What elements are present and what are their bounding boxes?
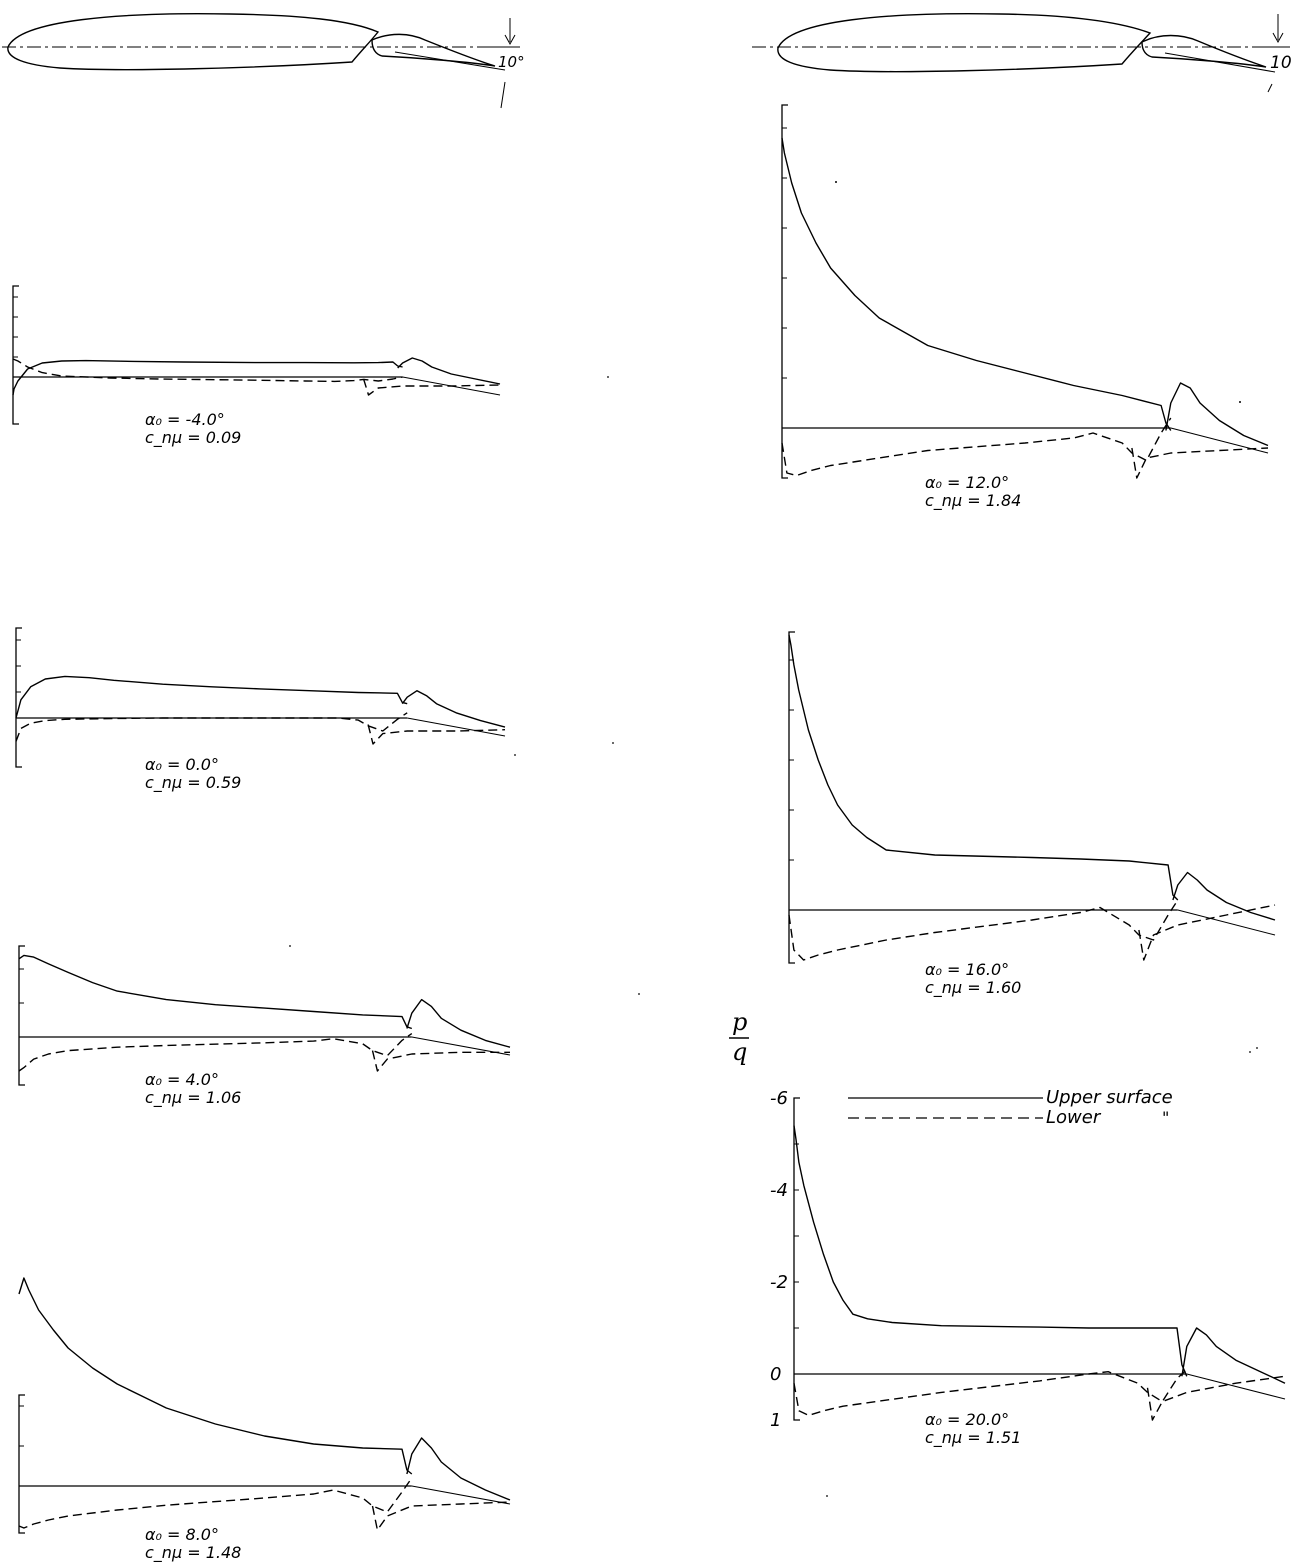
y-axis [18,1394,25,1534]
lower-surface-curve-2 [18,1033,413,1072]
y-axis [793,1097,800,1421]
pressure-chart-7: -6 -4 -2 0 1 α₀ = 20.0°c_nμ = 1.51 [770,1088,1286,1448]
upper-surface-curve-1 [18,1277,413,1475]
flap-reference-line [411,1485,511,1505]
upper-surface-curve-3 [406,1437,511,1501]
flap-reference-line [1186,1373,1286,1400]
airfoil-sketch-left: 10° [2,13,525,109]
flap-angle-right: 10 [1270,53,1292,73]
y-tick-label: 1 [770,1410,781,1431]
cmu-label: c_nμ = 1.48 [145,1543,241,1563]
pressure-chart-5: α₀ = 12.0°c_nμ = 1.84 [781,104,1269,511]
flap-angle-left: 10° [498,53,525,71]
upper-surface-curve-1 [788,634,1179,901]
cmu-label: c_nμ = 1.51 [925,1428,1021,1448]
ylabel-denominator: q [732,1038,747,1066]
y-tick-label: -6 [770,1088,788,1109]
scan-specks [289,181,1258,1497]
lower-surface-curve-4 [1131,447,1269,479]
y-axis [12,285,19,425]
cmu-label: c_nμ = 0.09 [145,428,241,448]
y-axis [781,104,788,479]
y-axis [18,945,25,1086]
upper-surface-curve-3 [1172,871,1276,921]
upper-surface-curve-3 [397,357,501,385]
upper-surface-curve-1 [793,1125,1188,1377]
alpha-label: α₀ = 4.0° [145,1070,219,1089]
alpha-label: α₀ = 16.0° [925,960,1009,979]
lower-surface-curve-4 [1138,904,1276,961]
alpha-label: α₀ = -4.0° [145,410,225,429]
legend-label-upper: Upper surface [1046,1087,1173,1108]
pressure-chart-2: α₀ = 0.0°c_nμ = 0.59 [15,627,506,793]
y-tick-label: -2 [770,1272,788,1293]
flap-reference-line [407,717,506,737]
alpha-label: α₀ = 20.0° [925,1410,1009,1429]
upper-surface-curve-1 [781,137,1172,431]
upper-surface-curve-3 [1165,382,1269,447]
pressure-chart-4: α₀ = 8.0°c_nμ = 1.48 [18,1277,511,1563]
flap-reference-line [1177,909,1276,936]
ylabel-numerator: p [732,1008,747,1036]
lower-surface-curve-2 [18,1477,413,1529]
y-axis [15,627,22,768]
upper-surface-curve-1 [18,954,413,1030]
lower-surface-curve-2 [793,1368,1188,1417]
pressure-chart-6: α₀ = 16.0°c_nμ = 1.60 [788,631,1276,998]
pressure-chart-3: α₀ = 4.0°c_nμ = 1.06 [18,945,511,1108]
lower-surface-curve-2 [781,417,1172,477]
cmu-label: c_nμ = 1.60 [925,978,1021,998]
chart-panels: α₀ = -4.0°c_nμ = 0.09 α₀ = 0.0°c_nμ = 0.5… [12,104,1286,1563]
lower-surface-curve-4 [371,1501,511,1531]
ylabel-p-over-q: p q [729,1008,749,1066]
pressure-chart-1: α₀ = -4.0°c_nμ = 0.09 [12,285,501,448]
upper-surface-curve-3 [406,998,511,1048]
airfoil-sketch-right: 10 [752,13,1292,93]
cmu-label: c_nμ = 1.84 [925,491,1021,511]
y-tick-label: 0 [770,1364,781,1385]
upper-surface-curve-3 [1181,1327,1286,1384]
lower-surface-curve-2 [788,899,1179,961]
upper-surface-curve-1 [12,359,403,396]
cmu-label: c_nμ = 0.59 [145,773,241,793]
lower-surface-curve-2 [15,712,408,742]
legend-label-lower: Lower [1046,1107,1102,1128]
lower-surface-curve-4 [367,724,506,745]
lower-surface-curve-2 [12,358,403,383]
upper-surface-curve-1 [15,675,408,719]
legend-ditto-mark: " [1162,1108,1169,1127]
alpha-label: α₀ = 12.0° [925,473,1009,492]
cmu-label: c_nμ = 1.06 [145,1088,241,1108]
legend: Upper surface Lower " [848,1087,1173,1128]
lower-surface-curve-4 [371,1050,510,1072]
lower-surface-curve-4 [362,378,501,396]
alpha-label: α₀ = 8.0° [145,1525,219,1544]
upper-surface-curve-3 [401,690,506,728]
y-tick-label: -4 [770,1180,788,1201]
lower-surface-curve-4 [1146,1375,1286,1421]
y-axis [788,631,795,964]
alpha-label: α₀ = 0.0° [145,755,219,774]
